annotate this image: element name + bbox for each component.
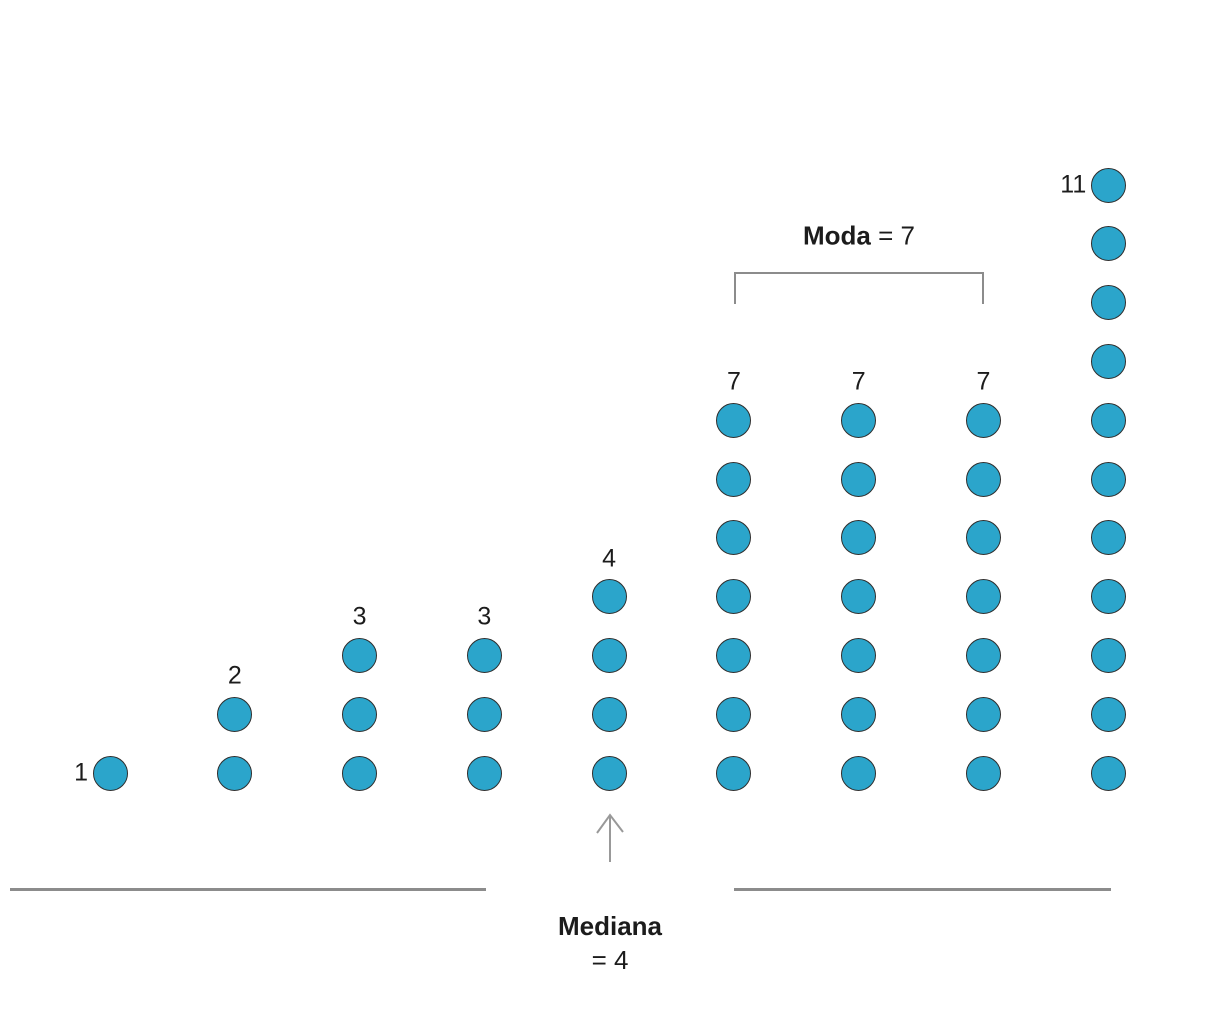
dot bbox=[342, 755, 378, 791]
mediana-label-value: = 4 bbox=[591, 945, 629, 975]
dot bbox=[92, 755, 128, 791]
dot bbox=[841, 696, 877, 732]
dot bbox=[591, 696, 627, 732]
dot bbox=[1090, 755, 1126, 791]
dot bbox=[716, 696, 752, 732]
dot bbox=[965, 696, 1001, 732]
column-count-label: 7 bbox=[976, 367, 991, 396]
upper-half-underline bbox=[734, 888, 1111, 891]
dot bbox=[1090, 167, 1126, 203]
dot bbox=[841, 520, 877, 556]
dot bbox=[716, 755, 752, 791]
dot bbox=[466, 696, 502, 732]
dot bbox=[716, 637, 752, 673]
dot bbox=[841, 579, 877, 615]
dot bbox=[466, 755, 502, 791]
dot bbox=[1090, 637, 1126, 673]
dot bbox=[965, 755, 1001, 791]
dot bbox=[965, 520, 1001, 556]
dot bbox=[342, 637, 378, 673]
dot bbox=[841, 402, 877, 438]
moda-label: Moda = 7 bbox=[803, 221, 915, 252]
dot bbox=[591, 637, 627, 673]
dot bbox=[841, 637, 877, 673]
moda-label-value: = 7 bbox=[870, 220, 915, 251]
dot bbox=[716, 461, 752, 497]
dot bbox=[716, 520, 752, 556]
dot bbox=[466, 637, 502, 673]
dot bbox=[716, 579, 752, 615]
column-count-label: 11 bbox=[1060, 170, 1087, 199]
dot bbox=[1090, 461, 1126, 497]
column-count-label: 4 bbox=[602, 544, 617, 573]
column-count-label: 7 bbox=[726, 367, 741, 396]
dot bbox=[1090, 226, 1126, 262]
lower-half-underline bbox=[10, 888, 486, 891]
dot bbox=[1090, 343, 1126, 379]
dot bbox=[217, 755, 253, 791]
dot bbox=[591, 579, 627, 615]
column-count-label: 3 bbox=[352, 602, 367, 631]
dot bbox=[1090, 402, 1126, 438]
moda-label-bold: Moda bbox=[803, 220, 871, 251]
dot bbox=[1090, 696, 1126, 732]
mediana-label: Mediana = 4 bbox=[558, 909, 662, 977]
column-count-label: 3 bbox=[477, 602, 492, 631]
dot bbox=[591, 755, 627, 791]
dot bbox=[1090, 520, 1126, 556]
column-count-label: 7 bbox=[851, 367, 866, 396]
dot bbox=[965, 579, 1001, 615]
dot bbox=[342, 696, 378, 732]
dot bbox=[965, 402, 1001, 438]
dot bbox=[965, 637, 1001, 673]
column-count-label: 1 bbox=[74, 758, 88, 787]
dot bbox=[716, 402, 752, 438]
dot bbox=[1090, 285, 1126, 321]
dot bbox=[841, 461, 877, 497]
median-arrow-icon bbox=[596, 813, 624, 862]
dot bbox=[965, 461, 1001, 497]
dot bbox=[841, 755, 877, 791]
mediana-label-bold: Mediana bbox=[557, 911, 663, 941]
dot bbox=[1090, 579, 1126, 615]
dot bbox=[217, 696, 253, 732]
moda-bracket bbox=[734, 272, 984, 304]
column-count-label: 2 bbox=[227, 661, 242, 690]
